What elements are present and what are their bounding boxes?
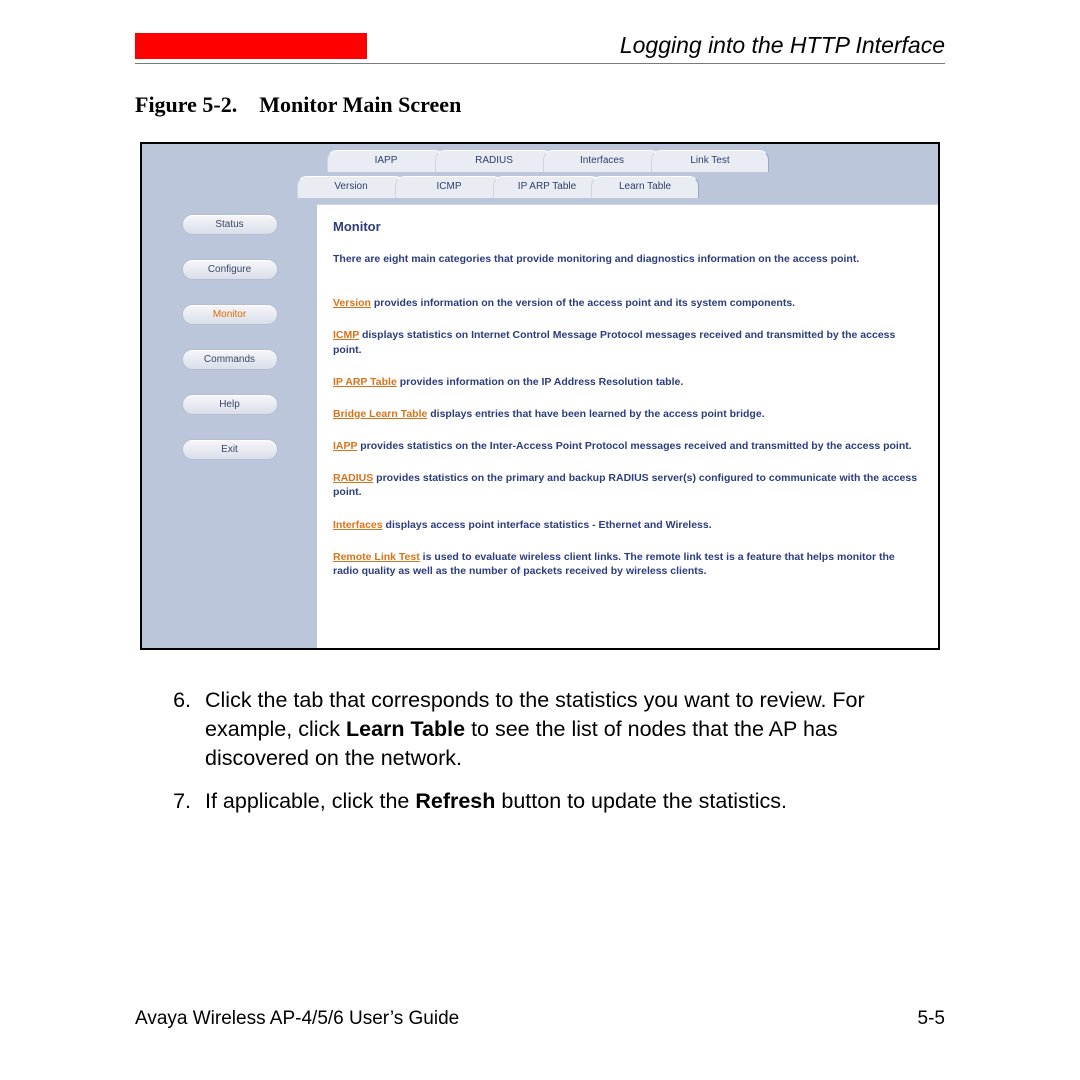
desc-link-version[interactable]: Version (333, 297, 371, 309)
desc-item: ICMP displays statistics on Internet Con… (333, 328, 922, 356)
tab-learn-table[interactable]: Learn Table (591, 176, 699, 198)
desc-link-iapp[interactable]: IAPP (333, 440, 357, 452)
desc-link-bridge-learn-table[interactable]: Bridge Learn Table (333, 408, 427, 420)
figure-caption: Figure 5-2. Monitor Main Screen (135, 92, 945, 118)
sidebar-monitor-button[interactable]: Monitor (182, 304, 278, 325)
instruction-7-bold: Refresh (415, 789, 495, 813)
monitor-screenshot: Status Configure Monitor Commands Help Exit I… (140, 142, 940, 650)
sidebar-exit-button[interactable]: Exit (182, 439, 278, 460)
brand-block (135, 33, 367, 59)
instruction-7: 7. If applicable, click the Refresh butt… (135, 787, 945, 816)
desc-item: Bridge Learn Table displays entries that… (333, 407, 922, 421)
page-header: Logging into the HTTP Interface (135, 32, 945, 64)
instruction-6-num: 6. (135, 686, 205, 773)
desc-item: RADIUS provides statistics on the primar… (333, 471, 922, 499)
instruction-list: 6. Click the tab that corresponds to the… (135, 686, 945, 816)
tab-icmp[interactable]: ICMP (395, 176, 503, 198)
desc-item: Remote Link Test is used to evaluate wir… (333, 550, 922, 578)
desc-link-icmp[interactable]: ICMP (333, 329, 359, 341)
sidebar-commands-button[interactable]: Commands (182, 349, 278, 370)
desc-text: displays statistics on Internet Control … (333, 329, 895, 355)
desc-item: IAPP provides statistics on the Inter-Ac… (333, 439, 922, 453)
desc-text: provides statistics on the primary and b… (333, 472, 917, 498)
desc-text: provides information on the IP Address R… (397, 376, 683, 388)
instruction-7-post: button to update the statistics. (495, 789, 787, 813)
content-pane: Monitor There are eight main categories … (317, 204, 938, 648)
instruction-6-body: Click the tab that corresponds to the st… (205, 686, 945, 773)
instruction-7-pre: If applicable, click the (205, 789, 415, 813)
desc-item: Interfaces displays access point interfa… (333, 518, 922, 532)
tab-iapp[interactable]: IAPP (327, 150, 445, 172)
footer-left: Avaya Wireless AP-4/5/6 User’s Guide (135, 1008, 459, 1030)
tab-row-1: IAPPRADIUSInterfacesLink Test (327, 150, 938, 172)
tab-row-2: VersionICMPIP ARP TableLearn Table (297, 176, 938, 198)
desc-text: provides information on the version of t… (371, 297, 795, 309)
desc-text: provides statistics on the Inter-Access … (357, 440, 911, 452)
sidebar-configure-button[interactable]: Configure (182, 259, 278, 280)
desc-link-remote-link-test[interactable]: Remote Link Test (333, 551, 420, 563)
instruction-7-body: If applicable, click the Refresh button … (205, 787, 945, 816)
panel-intro: There are eight main categories that pro… (333, 252, 922, 266)
figure-label: Figure 5-2. (135, 92, 237, 117)
footer-right: 5-5 (918, 1008, 945, 1030)
figure-title: Monitor Main Screen (259, 92, 461, 117)
desc-item: IP ARP Table provides information on the… (333, 375, 922, 389)
instruction-6: 6. Click the tab that corresponds to the… (135, 686, 945, 773)
desc-text: displays entries that have been learned … (427, 408, 764, 420)
instruction-6-bold: Learn Table (346, 717, 465, 741)
desc-link-ip-arp-table[interactable]: IP ARP Table (333, 376, 397, 388)
desc-link-radius[interactable]: RADIUS (333, 472, 373, 484)
panel-title: Monitor (333, 219, 922, 234)
tab-ip-arp-table[interactable]: IP ARP Table (493, 176, 601, 198)
tab-radius[interactable]: RADIUS (435, 150, 553, 172)
section-title: Logging into the HTTP Interface (367, 32, 945, 59)
desc-text: displays access point interface statisti… (383, 519, 712, 531)
desc-link-interfaces[interactable]: Interfaces (333, 519, 383, 531)
desc-item: Version provides information on the vers… (333, 296, 922, 310)
sidebar-status-button[interactable]: Status (182, 214, 278, 235)
tab-area: IAPPRADIUSInterfacesLink Test VersionICM… (317, 144, 938, 198)
instruction-7-num: 7. (135, 787, 205, 816)
page-footer: Avaya Wireless AP-4/5/6 User’s Guide 5-5 (135, 1008, 945, 1030)
sidebar-help-button[interactable]: Help (182, 394, 278, 415)
tab-interfaces[interactable]: Interfaces (543, 150, 661, 172)
tab-link-test[interactable]: Link Test (651, 150, 769, 172)
tab-version[interactable]: Version (297, 176, 405, 198)
sidebar: Status Configure Monitor Commands Help Exit (142, 144, 317, 648)
description-list: Version provides information on the vers… (333, 296, 922, 578)
